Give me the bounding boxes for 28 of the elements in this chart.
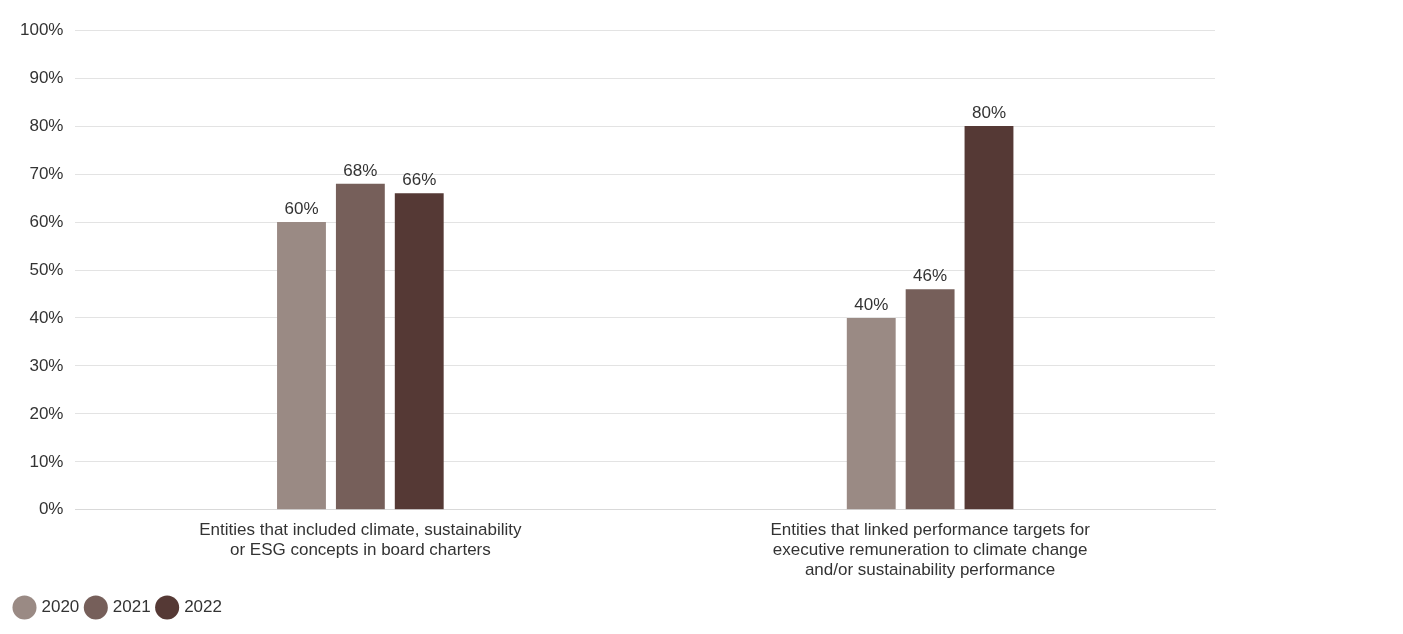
legend-label: 2020 bbox=[41, 597, 80, 617]
data-label: 46% bbox=[913, 266, 948, 286]
x-tick-label: Entities that included climate, sustainability or ESG concepts in board charters bbox=[199, 519, 522, 560]
data-label: 80% bbox=[971, 103, 1007, 123]
y-tick-label: 70% bbox=[29, 163, 64, 183]
y-tick-label: 90% bbox=[29, 67, 64, 87]
y-tick-label: 40% bbox=[29, 307, 64, 327]
bar bbox=[905, 289, 955, 510]
data-label: 40% bbox=[854, 295, 889, 315]
y-tick-label: 0% bbox=[38, 499, 64, 519]
y-tick-label: 50% bbox=[29, 259, 64, 279]
y-tick-label: 60% bbox=[29, 211, 64, 231]
data-label: 66% bbox=[402, 170, 437, 190]
data-label: 68% bbox=[343, 160, 378, 180]
data-label: 60% bbox=[284, 199, 319, 219]
bar bbox=[846, 317, 896, 510]
bar bbox=[394, 193, 444, 510]
legend-label: 2022 bbox=[184, 597, 222, 617]
bar bbox=[335, 183, 385, 510]
y-tick-label: 30% bbox=[29, 355, 64, 375]
bar bbox=[277, 222, 326, 510]
legend-label: 2021 bbox=[112, 597, 151, 617]
x-tick-label: Entities that linked performance targets for executive remuneration to climate change and/or sustainability performance bbox=[770, 519, 1091, 580]
y-tick-label: 10% bbox=[29, 451, 64, 471]
bar bbox=[964, 126, 1014, 510]
y-tick-label: 80% bbox=[29, 115, 64, 135]
y-tick-label: 100% bbox=[20, 19, 64, 39]
y-tick-label: 20% bbox=[29, 403, 64, 423]
